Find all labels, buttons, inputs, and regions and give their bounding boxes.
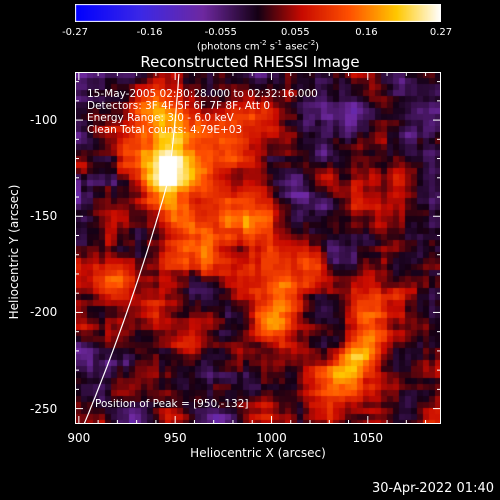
plot-area: 15-May-2005 02:30:28.000 to 02:32:16.000…	[75, 72, 441, 424]
time-range-annotation: 15-May-2005 02:30:28.000 to 02:32:16.000	[87, 88, 318, 100]
colorbar-tick-label: 0.055	[280, 27, 310, 38]
y-tick-label: -200	[30, 305, 58, 320]
x-tick-label: 1050	[352, 431, 384, 445]
detectors-annotation: Detectors: 3F 4F 5F 6F 7F 8F, Att 0	[87, 100, 271, 112]
y-tick-label: -100	[30, 113, 58, 128]
plot-frame	[75, 72, 441, 424]
heatmap-image	[75, 72, 441, 424]
plot-overlay	[75, 72, 441, 424]
x-tick-label: 1000	[256, 431, 287, 445]
energy-annotation: Energy Range: 3.0 - 6.0 keV	[87, 112, 234, 124]
colorbar	[75, 4, 441, 22]
peak-annotation: Position of Peak = [950,-132]	[95, 398, 249, 410]
x-tick-label: 950	[163, 431, 187, 445]
colorbar-tick-label: -0.16	[136, 27, 163, 38]
colorbar-units: (photons cm-2 s-1 asec-2)	[196, 39, 320, 53]
y-tick-label: -150	[30, 209, 58, 224]
colorbar-tick-label: -0.055	[204, 27, 237, 38]
x-axis-label: Heliocentric X (arcsec)	[190, 446, 326, 460]
x-tick-label: 900	[67, 431, 91, 445]
chart-title: Reconstructed RHESSI Image	[140, 53, 360, 71]
colorbar-tick-label: -0.27	[62, 27, 88, 38]
colorbar-tick-label: 0.16	[355, 27, 378, 38]
clean-annotation: Clean Total counts: 4.79E+03	[87, 124, 243, 136]
limb-arc	[83, 73, 180, 424]
y-axis-label: Heliocentric Y (arcsec)	[7, 184, 21, 320]
y-tick-label: -250	[30, 401, 58, 416]
colorbar-tick-label: 0.27	[429, 27, 453, 38]
footer-date: 30-Apr-2022 01:40	[372, 481, 494, 496]
